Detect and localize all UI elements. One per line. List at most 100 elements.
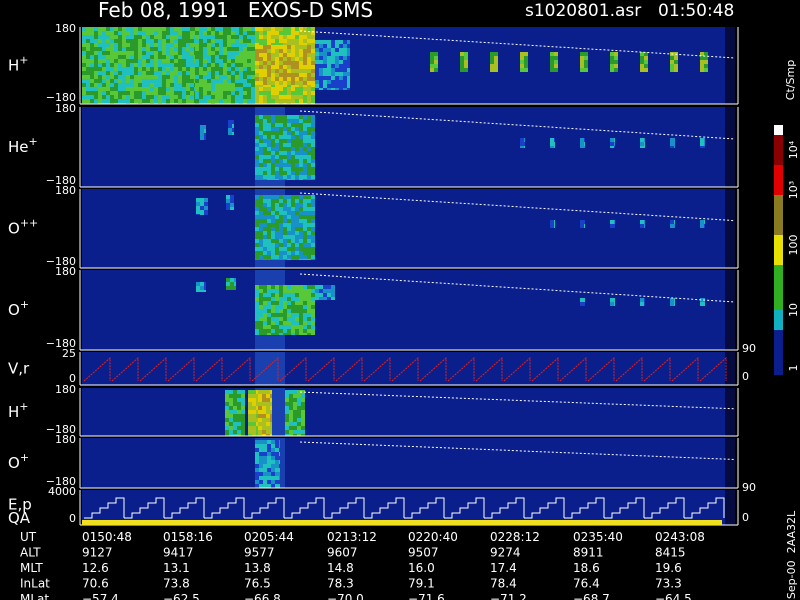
- cell: [267, 139, 271, 143]
- cell: [299, 195, 303, 199]
- cell: [307, 317, 311, 321]
- cell: [110, 39, 114, 43]
- table-cell: 14.8: [327, 561, 354, 575]
- cell: [255, 171, 259, 175]
- cell: [262, 406, 266, 410]
- cell: [674, 298, 675, 302]
- cell: [263, 460, 267, 464]
- tick-label: −180: [46, 174, 76, 187]
- cell: [204, 133, 206, 137]
- cell: [259, 325, 263, 329]
- cell: [287, 69, 291, 73]
- cell: [114, 95, 118, 99]
- cell: [299, 333, 303, 335]
- cell: [287, 53, 291, 57]
- cell: [255, 285, 259, 289]
- cell: [670, 302, 674, 306]
- cell: [311, 53, 315, 57]
- cell: [211, 39, 215, 43]
- cell: [311, 39, 315, 43]
- cell: [150, 59, 154, 63]
- cell: [259, 235, 263, 239]
- row-label: MLT: [20, 561, 43, 575]
- cell: [231, 91, 235, 95]
- cell: [162, 83, 166, 87]
- cell: [293, 402, 297, 406]
- cell: [307, 65, 311, 69]
- cell: [114, 43, 118, 47]
- cell: [283, 45, 287, 49]
- cell: [146, 39, 150, 43]
- cell: [287, 135, 291, 139]
- cell: [122, 99, 126, 103]
- cell: [142, 51, 146, 55]
- cell: [182, 95, 186, 99]
- cell: [319, 72, 323, 76]
- cell: [299, 147, 303, 151]
- cell: [182, 67, 186, 71]
- cell: [319, 52, 323, 56]
- cell: [347, 48, 350, 52]
- cell: [303, 119, 307, 123]
- cell: [219, 31, 223, 35]
- cell: [704, 224, 705, 228]
- cell: [311, 199, 315, 203]
- cell: [279, 49, 283, 53]
- cell: [211, 63, 215, 67]
- cell: [323, 76, 327, 80]
- cell: [118, 43, 122, 47]
- cell: [275, 329, 279, 333]
- cell: [199, 67, 203, 71]
- cell: [233, 390, 237, 394]
- cell: [225, 430, 229, 434]
- cell: [299, 231, 303, 235]
- cell: [86, 67, 90, 71]
- cell: [271, 135, 275, 139]
- cell: [215, 55, 219, 59]
- cell: [243, 39, 247, 43]
- cell: [295, 199, 299, 203]
- cell: [303, 305, 307, 309]
- table-cell: 73.8: [163, 577, 190, 591]
- cell: [255, 484, 259, 488]
- cell: [267, 301, 271, 305]
- cell: [644, 224, 645, 228]
- cell: [295, 31, 299, 35]
- cell: [460, 68, 464, 72]
- cell: [263, 179, 267, 180]
- cell: [460, 64, 464, 68]
- cell: [258, 422, 262, 426]
- cell: [283, 123, 287, 127]
- cell: [199, 51, 203, 55]
- cell: [263, 243, 267, 247]
- cell: [94, 75, 98, 79]
- cell: [259, 309, 263, 313]
- cell: [307, 289, 311, 293]
- cell: [82, 71, 86, 75]
- cell: [207, 95, 211, 99]
- cell: [293, 422, 297, 426]
- cell: [303, 211, 307, 215]
- cell: [267, 81, 271, 85]
- cell: [640, 298, 644, 302]
- cell: [323, 68, 327, 72]
- cell: [126, 55, 130, 59]
- cell: [158, 59, 162, 63]
- cell: [700, 142, 704, 146]
- cell: [162, 75, 166, 79]
- cell: [700, 224, 704, 228]
- cell: [700, 146, 704, 148]
- cell: [130, 27, 134, 31]
- cell: [267, 171, 271, 175]
- cell: [315, 48, 319, 52]
- cell: [275, 464, 279, 468]
- cell: [283, 223, 287, 227]
- cell: [195, 95, 199, 99]
- cell: [239, 87, 243, 91]
- cell: [283, 61, 287, 65]
- cell: [252, 394, 256, 398]
- cell: [90, 79, 94, 83]
- cell: [307, 49, 311, 53]
- cell: [170, 87, 174, 91]
- cell: [98, 79, 102, 83]
